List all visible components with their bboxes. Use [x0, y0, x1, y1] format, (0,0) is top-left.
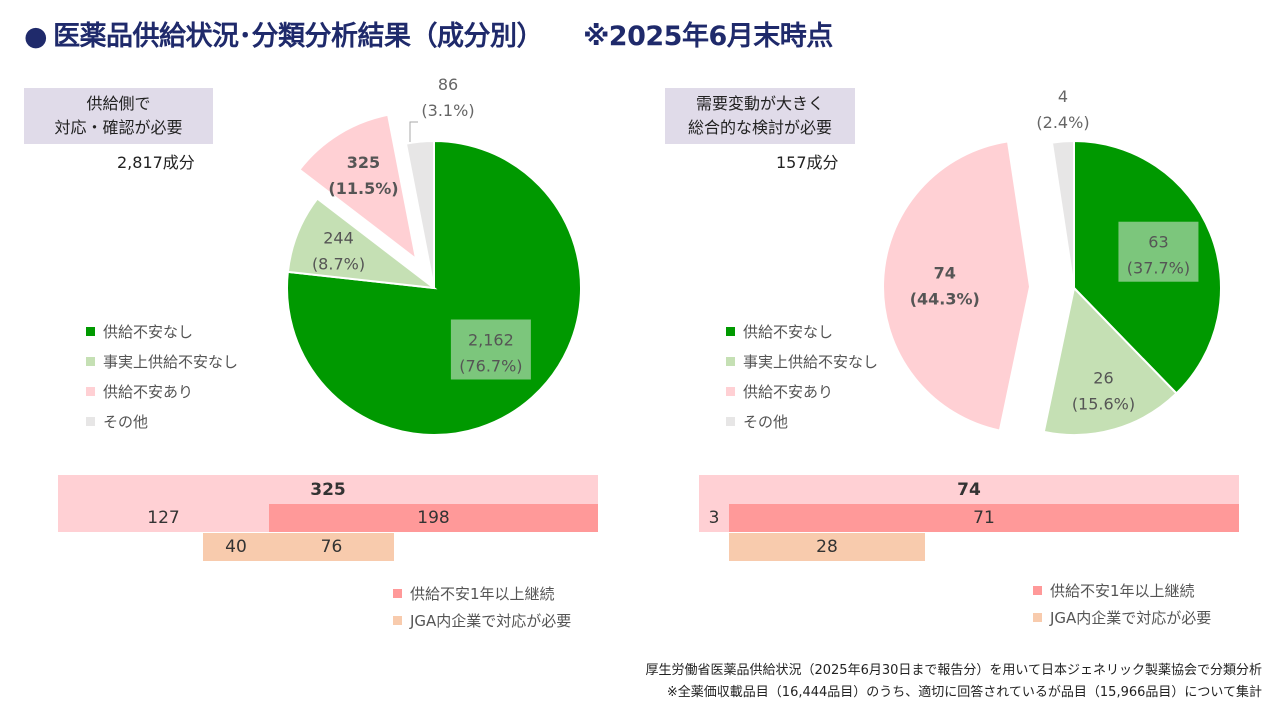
pie-value-label: 244 — [323, 229, 354, 248]
pie-value-label: 325 — [347, 153, 380, 172]
left-bar-jga-b: 76 — [269, 533, 394, 561]
right-bar-over-1yr: 71 — [729, 504, 1239, 532]
left-bar-over-1yr: 198 — [269, 504, 598, 532]
legend-item-over-1yr: 供給不安1年以上継続 — [1033, 577, 1211, 604]
right-bar-total: 74 — [699, 475, 1239, 504]
legend-swatch — [726, 356, 735, 366]
pie-pct-label: (37.7%) — [1127, 259, 1190, 278]
pie-pct-label: (76.7%) — [459, 357, 522, 376]
legend-item-jga: JGA内企業で対応が必要 — [393, 607, 571, 634]
legend-item-other: その他 — [86, 406, 238, 436]
title-as-of: ※2025年6月末時点 — [583, 21, 833, 52]
legend-swatch — [86, 386, 95, 396]
right-bar-legend: 供給不安1年以上継続 JGA内企業で対応が必要 — [1033, 577, 1211, 631]
legend-swatch — [726, 386, 735, 396]
pie-value-label: 74 — [934, 263, 956, 282]
legend-item-over-1yr: 供給不安1年以上継続 — [393, 580, 571, 607]
right-count: 157成分 — [776, 153, 839, 172]
right-bar-under-1yr: 3 — [699, 504, 729, 532]
legend-item-jga: JGA内企業で対応が必要 — [1033, 604, 1211, 631]
left-pie-legend: 供給不安なし 事実上供給不安なし 供給不安あり その他 — [86, 316, 238, 436]
pie-label-box — [1118, 221, 1199, 282]
legend-swatch — [726, 326, 735, 336]
pie-pct-label: (15.6%) — [1072, 395, 1135, 414]
pie-leader-line — [409, 121, 418, 142]
pie-value-label: 4 — [1058, 87, 1068, 106]
left-bar-total: 325 — [58, 475, 598, 504]
left-bar-legend: 供給不安1年以上継続 JGA内企業で対応が必要 — [393, 580, 571, 634]
left-bar-jga-a: 40 — [203, 533, 269, 561]
source-line-1: 厚生労働省医薬品供給状況（2025年6月30日まで報告分）を用いて日本ジェネリッ… — [645, 663, 1262, 678]
pie-slice — [1050, 139, 1075, 289]
pie-slice — [286, 197, 438, 290]
pie-slice — [298, 113, 418, 262]
pie-pct-label: (8.7%) — [312, 255, 365, 274]
left-bar-under-1yr: 127 — [58, 504, 269, 532]
legend-item-anxiety: 供給不安あり — [726, 376, 878, 406]
legend-item-effectively-no-anxiety: 事実上供給不安なし — [86, 346, 238, 376]
legend-swatch — [393, 589, 402, 598]
legend-item-anxiety: 供給不安あり — [86, 376, 238, 406]
pie-value-label: 2,162 — [468, 331, 514, 350]
title-text: 医薬品供給状況･分類分析結果（成分別） — [53, 21, 544, 52]
right-category-box: 需要変動が大きく 総合的な検討が必要 — [665, 88, 855, 144]
legend-item-no-anxiety: 供給不安なし — [726, 316, 878, 346]
legend-swatch — [86, 326, 95, 336]
pie-slice — [1042, 285, 1178, 436]
left-count: 2,817成分 — [117, 153, 195, 172]
legend-swatch — [1033, 586, 1042, 595]
legend-swatch — [393, 616, 402, 625]
right-pie-legend: 供給不安なし 事実上供給不安なし 供給不安あり その他 — [726, 316, 878, 436]
pie-value-label: 86 — [438, 75, 458, 94]
pie-value-label: 26 — [1093, 369, 1113, 388]
pie-pct-label: (2.4%) — [1036, 113, 1089, 132]
source-note: 厚生労働省医薬品供給状況（2025年6月30日まで報告分）を用いて日本ジェネリッ… — [645, 660, 1262, 704]
legend-swatch — [726, 416, 735, 426]
pie-value-label: 63 — [1148, 233, 1168, 252]
legend-swatch — [86, 356, 95, 366]
right-bar-jga: 28 — [729, 533, 925, 561]
pie-pct-label: (3.1%) — [421, 101, 474, 120]
pie-label-box — [450, 319, 531, 380]
left-category-box: 供給側で 対応・確認が必要 — [24, 88, 213, 144]
pie-pct-label: (44.3%) — [910, 289, 980, 308]
title-bullet: ● — [24, 21, 48, 52]
page-title: ● 医薬品供給状況･分類分析結果（成分別） ※2025年6月末時点 — [24, 14, 833, 53]
legend-item-other: その他 — [726, 406, 878, 436]
pie-slice — [404, 139, 435, 289]
legend-swatch — [86, 416, 95, 426]
legend-item-effectively-no-anxiety: 事実上供給不安なし — [726, 346, 878, 376]
legend-item-no-anxiety: 供給不安なし — [86, 316, 238, 346]
pie-pct-label: (11.5%) — [328, 179, 398, 198]
legend-swatch — [1033, 613, 1042, 622]
pie-slice — [882, 140, 1032, 432]
source-line-2: ※全薬価収載品目（16,444品目）のうち、適切に回答されているが品目（15,9… — [666, 685, 1262, 700]
